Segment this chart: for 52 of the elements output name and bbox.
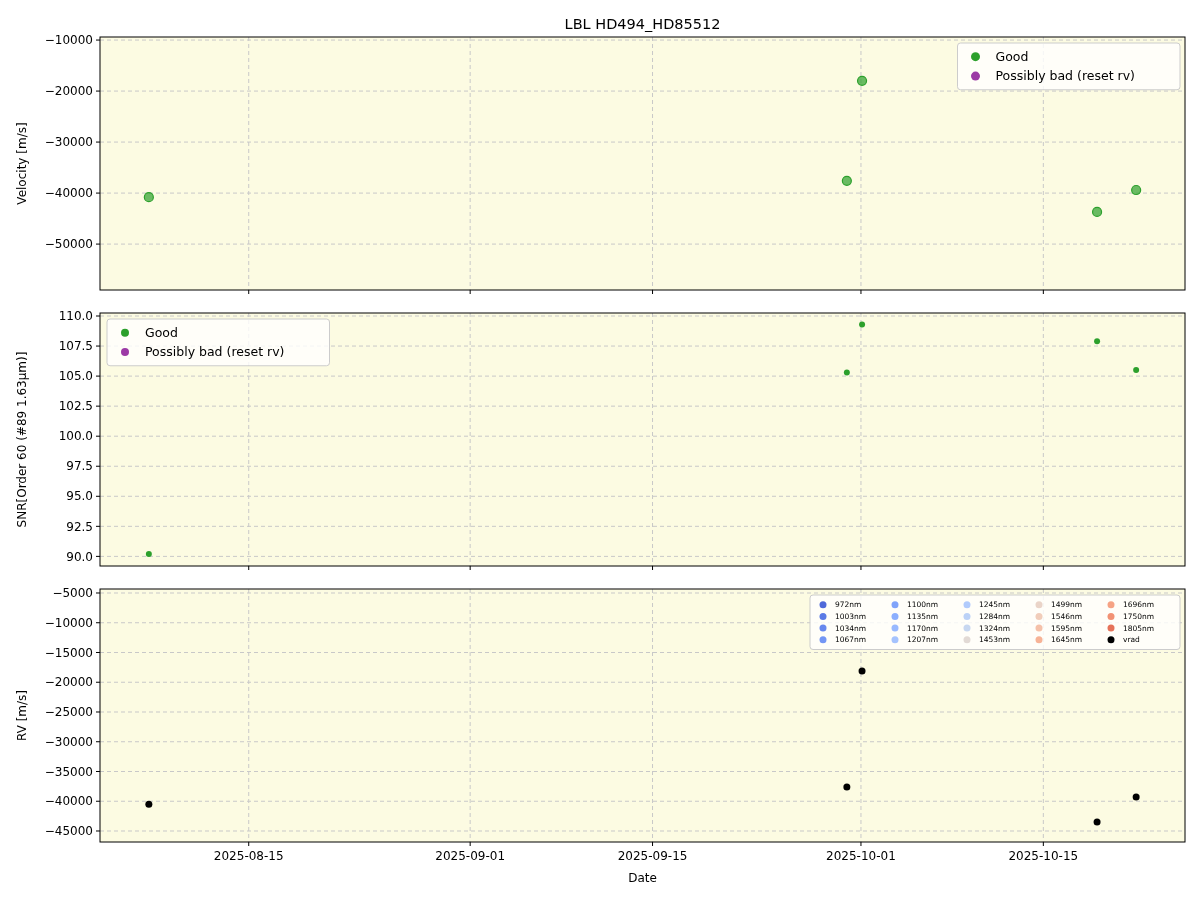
- y-axis-title: SNR[Order 60 (#89 1.63μm)]: [15, 351, 29, 528]
- x-tick-label: 2025-08-15: [213, 849, 284, 863]
- y-tick-label: −40000: [44, 186, 93, 201]
- y-tick-label: 90.0: [66, 549, 93, 564]
- legend-label: Possibly bad (reset rv): [145, 344, 285, 360]
- point: [841, 175, 852, 186]
- y-tick-label: 92.5: [66, 519, 93, 534]
- point: [843, 369, 850, 376]
- point: [1131, 184, 1142, 196]
- y-tick-label: −30000: [44, 135, 93, 150]
- point: [1094, 338, 1101, 345]
- y-tick-label: −20000: [44, 84, 93, 99]
- y-axis-title: Velocity [m/s]: [15, 122, 29, 205]
- x-tick-label: 2025-09-01: [435, 849, 506, 863]
- y-axis-title: RV [m/s]: [15, 689, 29, 742]
- y-tick-label: −15000: [44, 645, 93, 660]
- point: [859, 321, 866, 328]
- y-tick-label: −10000: [44, 615, 93, 630]
- point: [1133, 367, 1140, 374]
- point: [145, 550, 152, 557]
- y-tick-label: 105.0: [58, 369, 93, 384]
- point: [1132, 793, 1140, 801]
- y-tick-label: −5000: [52, 586, 93, 601]
- legend-label: Possibly bad (reset rv): [995, 68, 1135, 84]
- y-tick-label: 110.0: [58, 309, 93, 324]
- legend-label: Good: [145, 325, 178, 341]
- x-tick-label: 2025-10-15: [1008, 849, 1079, 863]
- point: [145, 800, 153, 808]
- y-tick-label: −35000: [44, 764, 93, 779]
- y-tick-label: 107.5: [58, 339, 93, 354]
- y-tick-label: 95.0: [66, 489, 93, 504]
- point: [1093, 818, 1101, 826]
- point: [858, 667, 866, 675]
- y-tick-label: −50000: [44, 237, 93, 252]
- y-tick-label: −25000: [44, 705, 93, 720]
- y-tick-label: 97.5: [66, 459, 93, 474]
- point: [856, 75, 868, 86]
- y-tick-label: −20000: [44, 675, 93, 690]
- point: [143, 192, 154, 203]
- x-tick-label: 2025-09-15: [617, 849, 688, 863]
- x-tick-label: 2025-10-01: [826, 849, 896, 863]
- y-tick-label: 100.0: [58, 429, 93, 444]
- point: [843, 783, 851, 791]
- y-tick-label: −40000: [44, 794, 93, 809]
- y-tick-label: −45000: [44, 824, 93, 839]
- x-axis-title: Date: [628, 871, 657, 885]
- legend-label: Good: [995, 49, 1029, 65]
- point: [1091, 206, 1103, 218]
- y-tick-label: −10000: [44, 33, 93, 48]
- y-tick-label: −30000: [44, 734, 93, 749]
- y-tick-label: 102.5: [58, 399, 93, 414]
- chart-title: LBL HD494_HD85512: [564, 16, 721, 32]
